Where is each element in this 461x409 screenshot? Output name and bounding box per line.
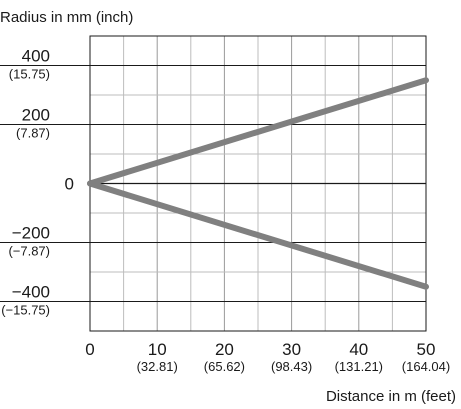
y-tick-label: 400 [22, 47, 50, 66]
y-tick-label: 0 [65, 175, 74, 194]
y-tick-label: −200 [12, 224, 50, 243]
x-tick-sublabel: (131.21) [335, 359, 383, 374]
x-tick-label: 0 [85, 340, 94, 359]
series-line-2 [87, 180, 429, 290]
x-tick-sublabel: (98.43) [271, 359, 312, 374]
y-tick-sublabel: (15.75) [9, 67, 50, 82]
series-line-1 [87, 77, 429, 187]
y-tick-labels: 400(15.75) 200(7.87) 0 −200(−7.87) −400(−15.… [1, 47, 74, 318]
x-tick-sublabel: (32.81) [137, 359, 178, 374]
series-layer [87, 77, 429, 290]
x-tick-label: 50 [417, 340, 436, 359]
y-tick-label: 200 [22, 106, 50, 125]
y-tick-sublabel: (−7.87) [8, 244, 50, 259]
x-tick-label: 20 [215, 340, 234, 359]
x-tick-label: 10 [148, 340, 167, 359]
y-axis-title: Radius in mm (inch) [0, 9, 133, 26]
y-tick-sublabel: (−15.75) [1, 303, 50, 318]
x-tick-labels: 0 10(32.81) 20(65.62) 30(98.43) 40(131.21) 50… [85, 340, 450, 374]
x-tick-sublabel: (65.62) [204, 359, 245, 374]
x-tick-sublabel: (164.04) [402, 359, 450, 374]
y-tick-label: −400 [12, 283, 50, 302]
x-tick-label: 30 [282, 340, 301, 359]
x-axis-title: Distance in m (feet) [326, 388, 456, 405]
x-tick-label: 40 [349, 340, 368, 359]
y-tick-sublabel: (7.87) [16, 126, 50, 141]
